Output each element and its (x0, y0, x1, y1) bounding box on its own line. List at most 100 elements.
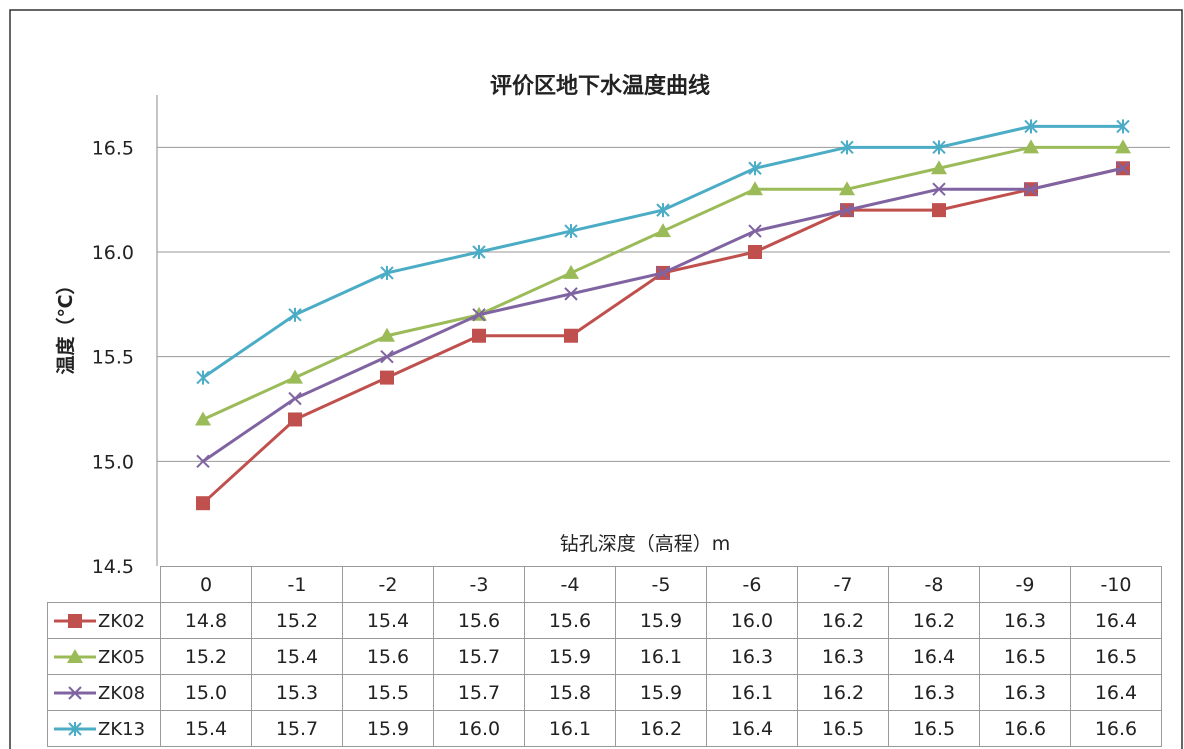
table-cell: 16.2 (888, 602, 980, 639)
table-cell: 16.2 (797, 602, 889, 639)
data-point (564, 328, 578, 343)
table-cell: 16.0 (433, 710, 525, 747)
table-cell: 15.4 (342, 602, 434, 639)
legend-cell: ZK05 (47, 638, 161, 675)
data-point (656, 266, 670, 280)
data-point (747, 181, 763, 196)
data-point (288, 307, 302, 322)
table-cell: 16.5 (1070, 638, 1162, 675)
table-cell: 16.3 (797, 638, 889, 675)
data-point (380, 349, 394, 364)
data-point (1024, 182, 1038, 196)
data-point (564, 224, 578, 239)
data-point (380, 370, 394, 385)
data-point (1116, 119, 1130, 134)
data-point (839, 181, 855, 196)
table-cell: 15.3 (251, 674, 343, 711)
table-row: ZK08 15.0 15.3 15.5 15.7 15.8 15.9 16.1 16.2 16.3… (47, 674, 1162, 711)
series-zk08 (196, 161, 1130, 469)
data-point (472, 308, 486, 322)
data-point (748, 245, 762, 259)
category-label: 0 (160, 566, 252, 603)
data-point (932, 140, 946, 155)
y-tick-label: 15.5 (92, 347, 134, 369)
legend-cell: ZK13 (47, 710, 161, 747)
table-cell: 16.5 (797, 710, 889, 747)
legend-series-name: ZK05 (98, 646, 146, 668)
data-point (932, 182, 946, 196)
chart-title: 评价区地下水温度曲线 (490, 73, 710, 99)
data-point (472, 245, 486, 259)
table-cell: 16.3 (979, 674, 1071, 711)
table-cell: 16.0 (706, 602, 798, 639)
table-cell: 15.6 (433, 602, 525, 639)
data-point (196, 496, 210, 511)
y-tick-labels: 14.515.015.516.016.5 (92, 137, 134, 578)
legend-series-name: ZK08 (98, 682, 146, 704)
table-cell: 16.2 (797, 674, 889, 711)
table-cell: 15.9 (524, 638, 616, 675)
chart-border (9, 9, 1183, 749)
table-row: ZK05 15.2 15.4 15.6 15.7 15.9 16.1 16.3 16.3 16.4… (47, 638, 1162, 675)
table-cell: 15.8 (524, 674, 616, 711)
data-point (931, 160, 947, 175)
table-header-row: 0 -1 -2 -3 -4 -5 -6 -7 -8 -9 -10 (47, 566, 1162, 603)
data-point (1115, 139, 1131, 154)
table-body: ZK02 14.8 15.2 15.4 15.6 15.6 15.9 16.0 16.2 16.2… (47, 602, 1162, 747)
data-point (68, 614, 82, 628)
table-cell: 15.0 (160, 674, 252, 711)
y-tick-label: 15.0 (92, 451, 134, 473)
table-cell: 16.4 (1070, 674, 1162, 711)
data-point (68, 686, 82, 700)
series-zk13 (196, 119, 1130, 385)
series-zk05 (195, 139, 1131, 426)
table-cell: 15.4 (251, 638, 343, 675)
legend-key-square-icon (54, 614, 96, 628)
category-label: -10 (1070, 566, 1162, 603)
table-cell: 15.7 (251, 710, 343, 747)
series-line (201, 166, 1124, 505)
table-cell: 15.4 (160, 710, 252, 747)
table-cell: 16.1 (615, 638, 707, 675)
data-point (656, 203, 670, 218)
category-label: -5 (615, 566, 707, 603)
data-point (1116, 161, 1130, 175)
data-point (195, 411, 211, 426)
data-point (288, 391, 302, 406)
table-cell: 16.4 (888, 638, 980, 675)
table-cell: 16.3 (706, 638, 798, 675)
table-cell: 15.9 (615, 602, 707, 639)
table-cell: 15.6 (342, 638, 434, 675)
category-label: -8 (888, 566, 980, 603)
table-cell: 15.2 (160, 638, 252, 675)
data-point (564, 287, 578, 301)
table-cell: 16.1 (706, 674, 798, 711)
table-cell: 16.5 (888, 710, 980, 747)
series-lines (195, 119, 1131, 511)
table-cell: 16.6 (1070, 710, 1162, 747)
data-point (196, 454, 210, 469)
category-label: -2 (342, 566, 434, 603)
legend-key-star-icon (54, 722, 96, 736)
data-point (67, 649, 83, 663)
table-cell: 15.7 (433, 638, 525, 675)
table-cell: 14.8 (160, 602, 252, 639)
data-point (748, 224, 762, 238)
table-cell: 16.1 (524, 710, 616, 747)
y-tick-label: 16.5 (92, 137, 134, 159)
legend-series-name: ZK02 (98, 610, 146, 632)
category-label: -3 (433, 566, 525, 603)
legend-cell: ZK02 (47, 602, 161, 639)
data-point (563, 264, 579, 279)
table-cell: 16.4 (1070, 602, 1162, 639)
table-row: ZK02 14.8 15.2 15.4 15.6 15.6 15.9 16.0 16.2 16.2… (47, 602, 1162, 639)
data-point (68, 722, 82, 736)
data-point (1024, 119, 1038, 134)
data-table: 0 -1 -2 -3 -4 -5 -6 -7 -8 -9 -10 ZK02 14.8 15.2 15.4 1… (47, 566, 1162, 747)
category-label: -6 (706, 566, 798, 603)
table-cell: 16.6 (979, 710, 1071, 747)
category-label: -1 (251, 566, 343, 603)
table-cell: 15.9 (342, 710, 434, 747)
gridlines (156, 95, 1170, 566)
